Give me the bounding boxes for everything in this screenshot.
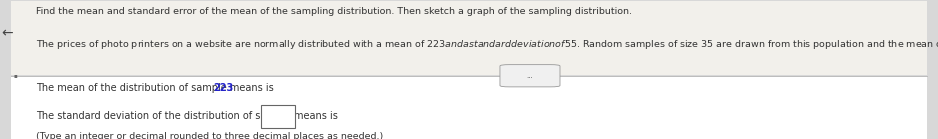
Text: Find the mean and standard error of the mean of the sampling distribution. Then : Find the mean and standard error of the …	[36, 7, 631, 16]
Text: 223: 223	[214, 83, 234, 93]
Text: ←: ←	[2, 26, 13, 40]
FancyBboxPatch shape	[11, 1, 927, 75]
Text: ▪: ▪	[13, 73, 17, 78]
Text: The prices of photo printers on a website are normally distributed with a mean o: The prices of photo printers on a websit…	[36, 38, 938, 51]
Text: ...: ...	[526, 73, 534, 79]
Text: The mean of the distribution of sample means is: The mean of the distribution of sample m…	[36, 83, 277, 93]
FancyBboxPatch shape	[11, 76, 927, 139]
Text: The standard deviation of the distribution of sample means is: The standard deviation of the distributi…	[36, 111, 340, 121]
FancyBboxPatch shape	[500, 65, 560, 87]
Text: (Type an integer or decimal rounded to three decimal places as needed.): (Type an integer or decimal rounded to t…	[36, 132, 383, 139]
FancyBboxPatch shape	[261, 105, 295, 128]
